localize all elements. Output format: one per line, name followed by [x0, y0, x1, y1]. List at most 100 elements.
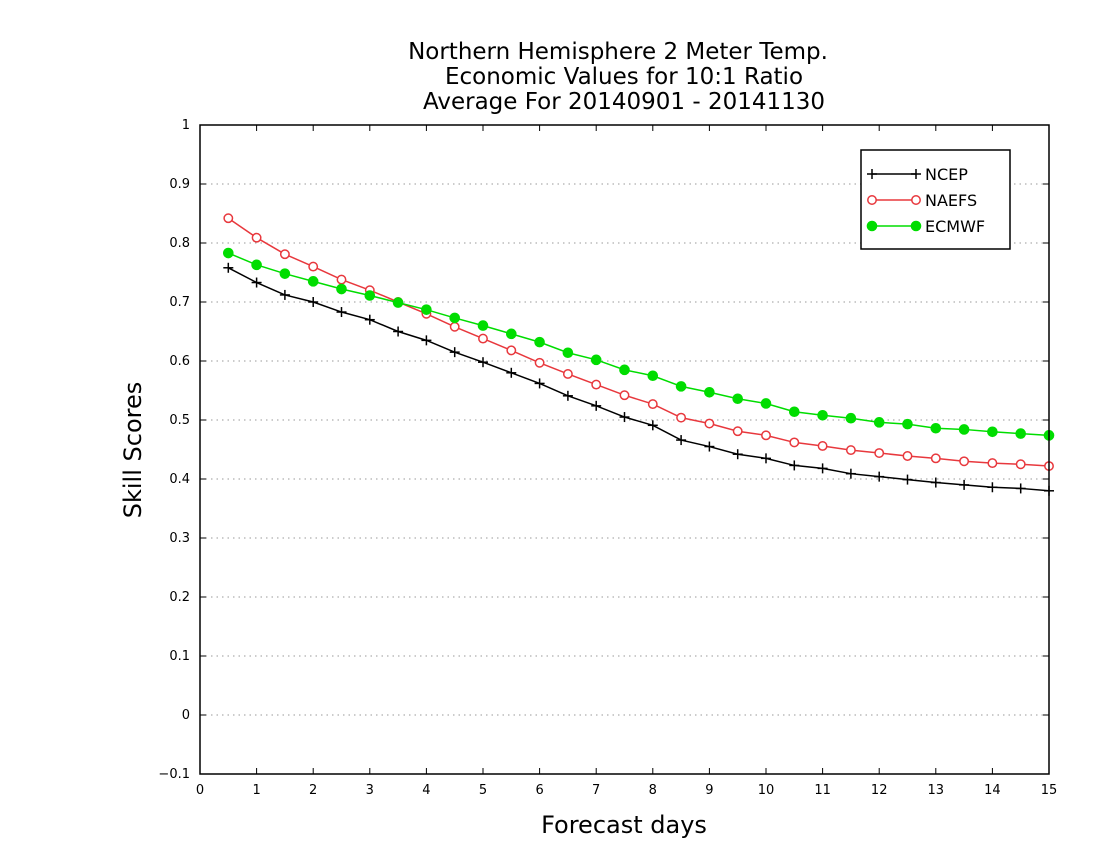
- legend: NCEP NAEFS ECMWF: [860, 149, 1011, 250]
- data-point-naefs: [506, 345, 517, 356]
- data-point-ncep: [591, 400, 602, 411]
- legend-marker-ecmwf: [910, 220, 922, 232]
- data-point-naefs: [874, 448, 885, 458]
- data-point-ecmwf: [307, 276, 319, 287]
- chart-title-line-3: Average For 20140901 - 20141130: [423, 89, 825, 115]
- y-tick-label: 0.7: [169, 295, 190, 310]
- data-point-ncep: [421, 335, 432, 346]
- series-line-ecmwf: [228, 252, 1050, 437]
- y-tick-label: 0.1: [169, 649, 190, 664]
- data-point-ncep: [279, 289, 290, 300]
- y-tick-label: 0.4: [169, 472, 190, 487]
- x-tick-label: 0: [196, 783, 204, 798]
- series-ecmwf: [223, 247, 1055, 441]
- data-point-ncep: [449, 347, 460, 358]
- data-point-naefs: [959, 456, 970, 467]
- data-point-naefs: [676, 412, 687, 423]
- legend-label-ncep: NCEP: [925, 165, 968, 184]
- data-point-ncep: [676, 435, 687, 446]
- data-point-ecmwf: [336, 283, 347, 295]
- data-point-naefs: [732, 426, 743, 437]
- data-point-naefs: [1015, 459, 1026, 470]
- data-point-ecmwf: [675, 381, 687, 392]
- grid-layer: [200, 183, 1049, 716]
- series-layer: [223, 213, 1055, 496]
- y-tick-label: −0.1: [158, 767, 190, 782]
- data-point-ecmwf: [902, 418, 913, 430]
- x-axis-label: Forecast days: [541, 811, 707, 839]
- data-point-ncep: [562, 390, 573, 401]
- legend-marker-ecmwf: [866, 220, 878, 232]
- data-point-naefs: [251, 232, 262, 243]
- data-point-ecmwf: [279, 268, 291, 279]
- data-point-naefs: [902, 451, 913, 461]
- series-ncep: [223, 262, 1054, 496]
- y-axis-label: Skill Scores: [119, 382, 147, 519]
- data-point-ecmwf: [647, 370, 659, 382]
- data-point-naefs: [591, 379, 602, 390]
- data-point-ncep: [647, 420, 658, 431]
- data-point-ecmwf: [562, 347, 574, 359]
- data-point-ncep: [845, 468, 856, 479]
- data-point-ecmwf: [619, 364, 630, 376]
- x-tick-label: 9: [705, 783, 713, 798]
- data-point-ncep: [817, 463, 828, 474]
- x-tick-label: 12: [871, 783, 888, 798]
- data-point-ncep: [223, 262, 234, 273]
- chart-title-line-1: Northern Hemisphere 2 Meter Temp.: [408, 39, 828, 65]
- x-tick-label: 7: [592, 783, 600, 798]
- x-tick-label: 13: [928, 783, 945, 798]
- data-point-ncep: [619, 412, 630, 423]
- y-tick-label: 0.3: [169, 531, 190, 546]
- legend-marker-naefs: [911, 195, 921, 205]
- data-point-ncep: [902, 474, 913, 485]
- data-point-ecmwf: [364, 290, 376, 301]
- data-point-naefs: [789, 437, 800, 448]
- x-tick-label: 3: [366, 783, 374, 798]
- x-tick-label: 10: [758, 783, 775, 798]
- data-point-ecmwf: [845, 412, 857, 424]
- x-tick-label: 2: [309, 783, 317, 798]
- data-point-ncep: [761, 453, 771, 464]
- data-point-ecmwf: [1015, 428, 1027, 439]
- data-point-ecmwf: [477, 320, 489, 331]
- data-point-ncep: [930, 477, 941, 488]
- chart-title-line-2: Economic Values for 10:1 Ratio: [445, 64, 803, 90]
- data-point-ecmwf: [421, 304, 432, 315]
- x-tick-label: 14: [984, 783, 1001, 798]
- legend-item-naefs: NAEFS: [867, 191, 977, 210]
- data-point-ncep: [478, 357, 488, 368]
- data-point-ecmwf: [760, 398, 772, 409]
- data-point-ecmwf: [817, 409, 828, 421]
- data-point-ecmwf: [223, 247, 234, 259]
- data-point-ncep: [1015, 483, 1026, 494]
- legend-label-naefs: NAEFS: [925, 191, 977, 210]
- y-tick-label: 0.5: [169, 413, 190, 428]
- data-point-ecmwf: [789, 406, 800, 418]
- data-point-naefs: [534, 357, 545, 368]
- data-point-ncep: [704, 441, 715, 452]
- y-tick-label: 0.9: [169, 177, 190, 192]
- data-point-ncep: [251, 277, 262, 288]
- series-naefs: [223, 213, 1054, 471]
- data-point-ecmwf: [704, 386, 715, 398]
- data-point-naefs: [647, 399, 658, 410]
- data-point-naefs: [845, 445, 856, 456]
- data-point-ecmwf: [534, 336, 545, 348]
- data-point-ncep: [987, 482, 998, 493]
- x-tick-label: 4: [422, 783, 430, 798]
- plot-frame: [199, 124, 1050, 775]
- legend-item-ecmwf: ECMWF: [866, 217, 985, 236]
- data-point-ncep: [336, 307, 347, 318]
- data-point-ecmwf: [251, 259, 262, 271]
- data-point-ecmwf: [873, 417, 885, 428]
- data-point-naefs: [336, 274, 347, 285]
- y-tick-label: 0.2: [169, 590, 190, 605]
- data-point-ncep: [364, 314, 375, 325]
- data-point-ncep: [874, 471, 885, 482]
- x-tick-label: 8: [649, 783, 657, 798]
- x-tick-label: 5: [479, 783, 487, 798]
- data-point-ecmwf: [449, 312, 461, 324]
